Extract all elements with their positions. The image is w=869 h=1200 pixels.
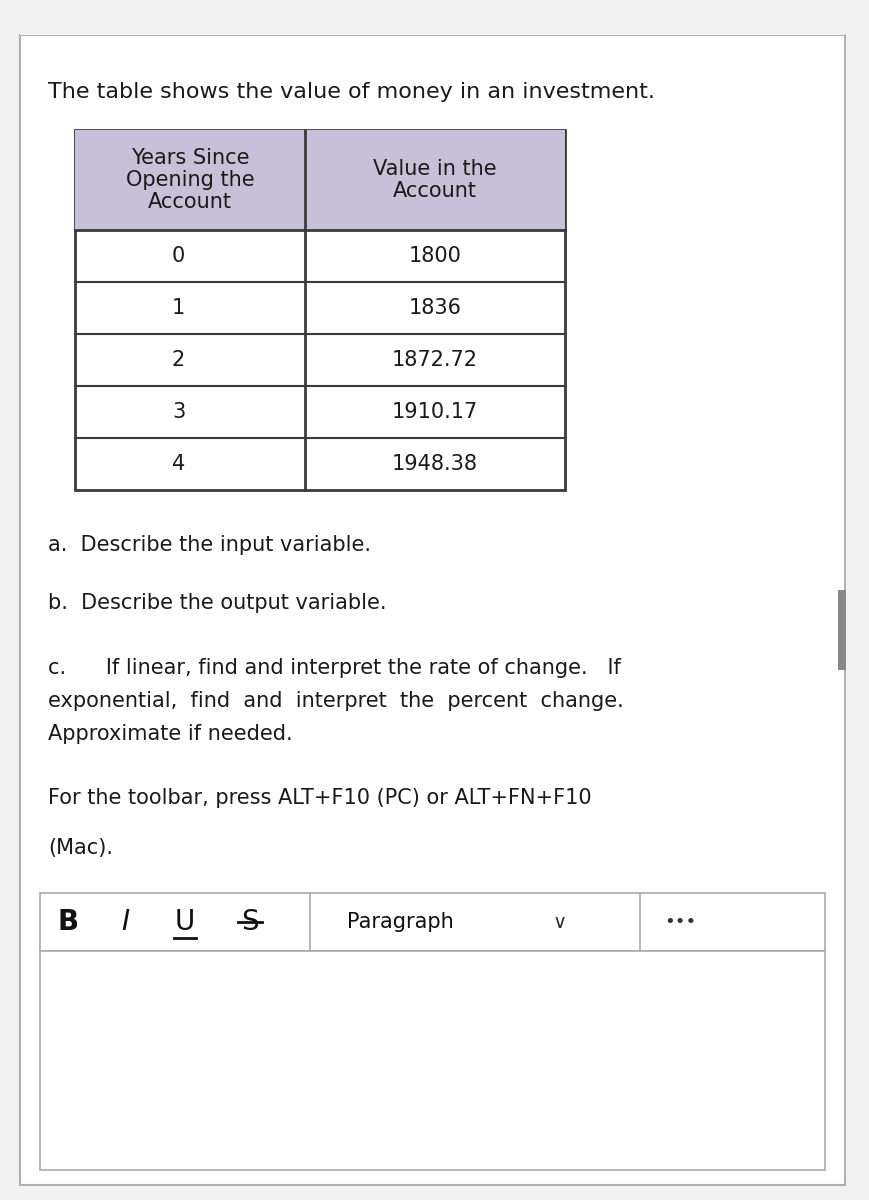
- Text: Years Since: Years Since: [130, 148, 249, 168]
- Bar: [305, 130, 565, 230]
- Text: (Mac).: (Mac).: [48, 838, 113, 858]
- Text: S: S: [242, 908, 259, 936]
- Text: 1948.38: 1948.38: [392, 454, 478, 474]
- Bar: [40, 950, 825, 1170]
- Text: 1800: 1800: [408, 246, 461, 266]
- Bar: [838, 590, 846, 670]
- Text: ∨: ∨: [553, 912, 567, 931]
- Text: c.      If linear, find and interpret the rate of change.   If: c. If linear, find and interpret the rat…: [48, 658, 620, 678]
- Bar: [75, 130, 565, 490]
- Text: 2: 2: [172, 350, 185, 370]
- Text: Approximate if needed.: Approximate if needed.: [48, 724, 293, 744]
- Text: 3: 3: [172, 402, 185, 422]
- Text: 0: 0: [172, 246, 185, 266]
- Text: 1910.17: 1910.17: [392, 402, 478, 422]
- Text: •••: •••: [664, 913, 696, 931]
- Text: exponential,  find  and  interpret  the  percent  change.: exponential, find and interpret the perc…: [48, 691, 624, 710]
- Text: Account: Account: [148, 192, 232, 212]
- Bar: [75, 130, 305, 230]
- Bar: [20, 0, 845, 35]
- Text: a.  Describe the input variable.: a. Describe the input variable.: [48, 535, 371, 554]
- Text: Opening the: Opening the: [126, 170, 255, 190]
- Text: 1836: 1836: [408, 298, 461, 318]
- Text: Account: Account: [393, 181, 477, 200]
- Bar: [40, 893, 825, 950]
- Text: B: B: [57, 908, 78, 936]
- Text: For the toolbar, press ALT+F10 (PC) or ALT+FN+F10: For the toolbar, press ALT+F10 (PC) or A…: [48, 788, 592, 808]
- Text: U: U: [175, 908, 196, 936]
- Text: Value in the: Value in the: [373, 158, 497, 179]
- Text: 4: 4: [172, 454, 185, 474]
- Text: 1872.72: 1872.72: [392, 350, 478, 370]
- Text: The table shows the value of money in an investment.: The table shows the value of money in an…: [48, 82, 655, 102]
- Text: b.  Describe the output variable.: b. Describe the output variable.: [48, 593, 387, 613]
- Text: I: I: [121, 908, 129, 936]
- Text: Paragraph: Paragraph: [347, 912, 454, 932]
- Text: 1: 1: [172, 298, 185, 318]
